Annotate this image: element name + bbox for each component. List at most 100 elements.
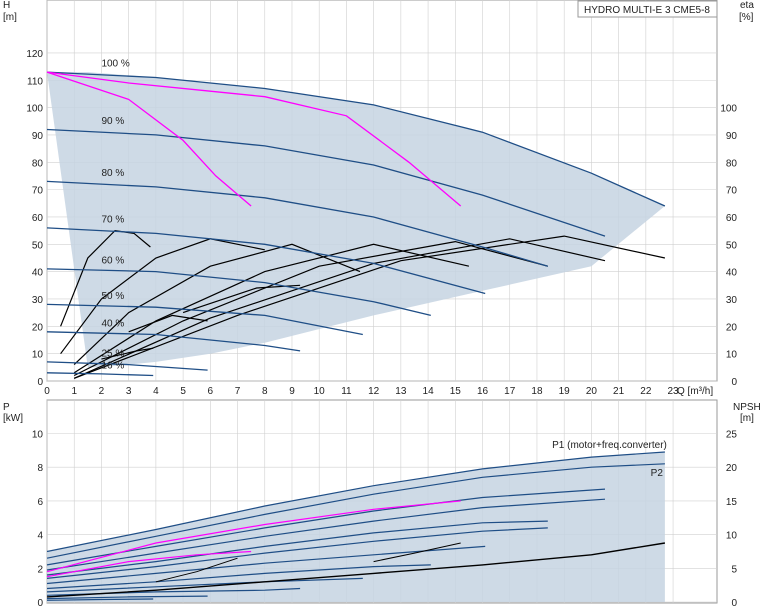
top-x-tick-label: 7 — [235, 386, 241, 397]
top-x-tick-label: 18 — [531, 386, 543, 397]
top-efficiency-curve — [46, 71, 252, 207]
bottom-operating-envelope — [47, 452, 665, 602]
top-x-tick-label: 0 — [44, 386, 50, 397]
top-speed-curve-label: 16 % — [101, 361, 124, 372]
top-speed-curve-label: 80 % — [101, 168, 124, 179]
top-speed-curve — [46, 227, 486, 295]
top-y2-tick-label: 10 — [726, 350, 738, 361]
bottom-y-axis-unit-p: [kW] — [3, 413, 23, 424]
bottom-power-curve — [46, 577, 363, 593]
bottom-power-curve — [46, 463, 665, 559]
top-y2-axis-title-eta: eta — [740, 0, 754, 11]
top-speed-curve — [46, 303, 363, 336]
bottom-y2-tick-label: 25 — [726, 430, 738, 441]
top-speed-curve — [46, 128, 606, 237]
top-system-curve — [73, 243, 470, 374]
top-y2-tick-label: 30 — [726, 295, 738, 306]
top-system-curve — [73, 235, 666, 379]
bottom-envelope-area — [47, 452, 665, 602]
top-speed-curve-label: 70 % — [101, 214, 124, 225]
top-x-tick-label: 21 — [613, 386, 625, 397]
top-y-tick-label: 40 — [32, 268, 44, 279]
bottom-power-curve — [46, 545, 486, 585]
top-y2-tick-label: 50 — [726, 240, 738, 251]
top-speed-curve-label: 90 % — [101, 116, 124, 127]
bottom-power-curve — [46, 488, 606, 566]
top-tick-labels: 0 1 2 3 4 5 6 7 8 9 10 11 12 13 14 15 16 17 18 19 20 21 22 23Q … — [26, 49, 737, 397]
top-y-tick-label: 30 — [32, 295, 44, 306]
top-speed-curve — [46, 331, 301, 352]
top-x-tick-label: 8 — [262, 386, 268, 397]
top-x-tick-label: 11 — [341, 386, 352, 397]
top-y-tick-label: 0 — [37, 377, 43, 388]
top-x-tick-label: 6 — [208, 386, 214, 397]
top-x-tick-label: 5 — [180, 386, 186, 397]
bottom-power-curve — [46, 520, 548, 576]
chart-title: HYDRO MULTI-E 3 CME5-8 — [584, 5, 710, 16]
bottom-y-tick-label: 0 — [37, 598, 43, 609]
bottom-y-tick-label: 6 — [37, 497, 43, 508]
bottom-system-curves — [155, 542, 461, 583]
top-x-tick-label: 16 — [477, 386, 489, 397]
top-x-tick-label: 23 — [667, 386, 679, 397]
top-x-tick-label: 22 — [640, 386, 652, 397]
bottom-npsh-curve — [46, 542, 666, 598]
bottom-efficiency-curve — [46, 550, 252, 578]
top-y-tick-label: 110 — [27, 76, 43, 87]
top-y-axis-unit-h: [m] — [3, 12, 17, 23]
top-speed-curve — [46, 361, 208, 371]
top-speed-curve-label: 60 % — [101, 255, 124, 266]
top-x-tick-label: 9 — [289, 386, 295, 397]
top-efficiency-curves — [46, 71, 462, 207]
top-curve-labels: 100 % 90 % 80 % 70 % 60 % 50 % 40 % 25 % 16 % — [101, 59, 129, 372]
bottom-y2-tick-label: 20 — [726, 463, 738, 474]
bottom-power-curve — [46, 451, 665, 553]
top-y2-tick-label: 70 — [726, 186, 738, 197]
bottom-y-tick-label: 10 — [32, 430, 44, 441]
p1-series-label: P1 (motor+freq.converter) — [552, 440, 667, 451]
top-x-tick-label: 19 — [559, 386, 571, 397]
p2-series-label: P2 — [651, 468, 664, 479]
top-y2-axis-unit-eta: [%] — [739, 12, 754, 23]
bottom-efficiency-curve — [46, 500, 461, 573]
bottom-y-axis-title-p: P — [3, 402, 10, 413]
bottom-power-curve — [46, 527, 548, 579]
bottom-y2-tick-label: 15 — [726, 497, 738, 508]
bottom-power-curve — [46, 595, 208, 600]
top-y-tick-label: 10 — [32, 350, 44, 361]
bottom-y-tick-label: 8 — [37, 463, 43, 474]
top-x-tick-label: 10 — [314, 386, 326, 397]
top-x-tick-label: 2 — [99, 386, 105, 397]
bottom-power-curve — [46, 598, 154, 601]
top-y-tick-label: 80 — [32, 158, 44, 169]
bottom-system-curve — [373, 542, 461, 563]
top-y-tick-label: 50 — [32, 240, 44, 251]
bottom-power-curves — [46, 451, 665, 601]
top-x-tick-label: 12 — [368, 386, 380, 397]
top-envelope-area — [47, 72, 665, 368]
top-system-curve — [73, 240, 548, 377]
top-y2-tick-label: 20 — [726, 322, 738, 333]
top-x-tick-label: 14 — [423, 386, 435, 397]
top-y-axis-title-h: H — [3, 0, 10, 11]
top-y-tick-label: 70 — [32, 186, 44, 197]
bottom-tick-labels: 0 2 4 6 8 10 0 5 10 15 20 25 — [32, 430, 738, 610]
bottom-system-curve — [155, 557, 238, 583]
top-y2-tick-label: 40 — [726, 268, 738, 279]
bottom-y-tick-label: 4 — [37, 531, 43, 542]
bottom-y2-tick-label: 0 — [731, 598, 737, 609]
top-x-tick-label: 3 — [126, 386, 132, 397]
top-speed-curve-label: 25 % — [101, 348, 124, 359]
bottom-y2-tick-label: 10 — [726, 531, 738, 542]
bottom-y2-axis-title-npsh: NPSH — [733, 402, 761, 413]
top-speed-curve — [46, 372, 154, 377]
top-y-tick-label: 100 — [26, 104, 43, 115]
top-speed-curve-label: 100 % — [101, 59, 129, 70]
title-box — [577, 0, 718, 18]
top-y2-tick-label: 80 — [726, 158, 738, 169]
top-system-curve — [60, 238, 265, 355]
bottom-power-curve — [46, 498, 606, 571]
top-x-tick-label: 4 — [153, 386, 159, 397]
